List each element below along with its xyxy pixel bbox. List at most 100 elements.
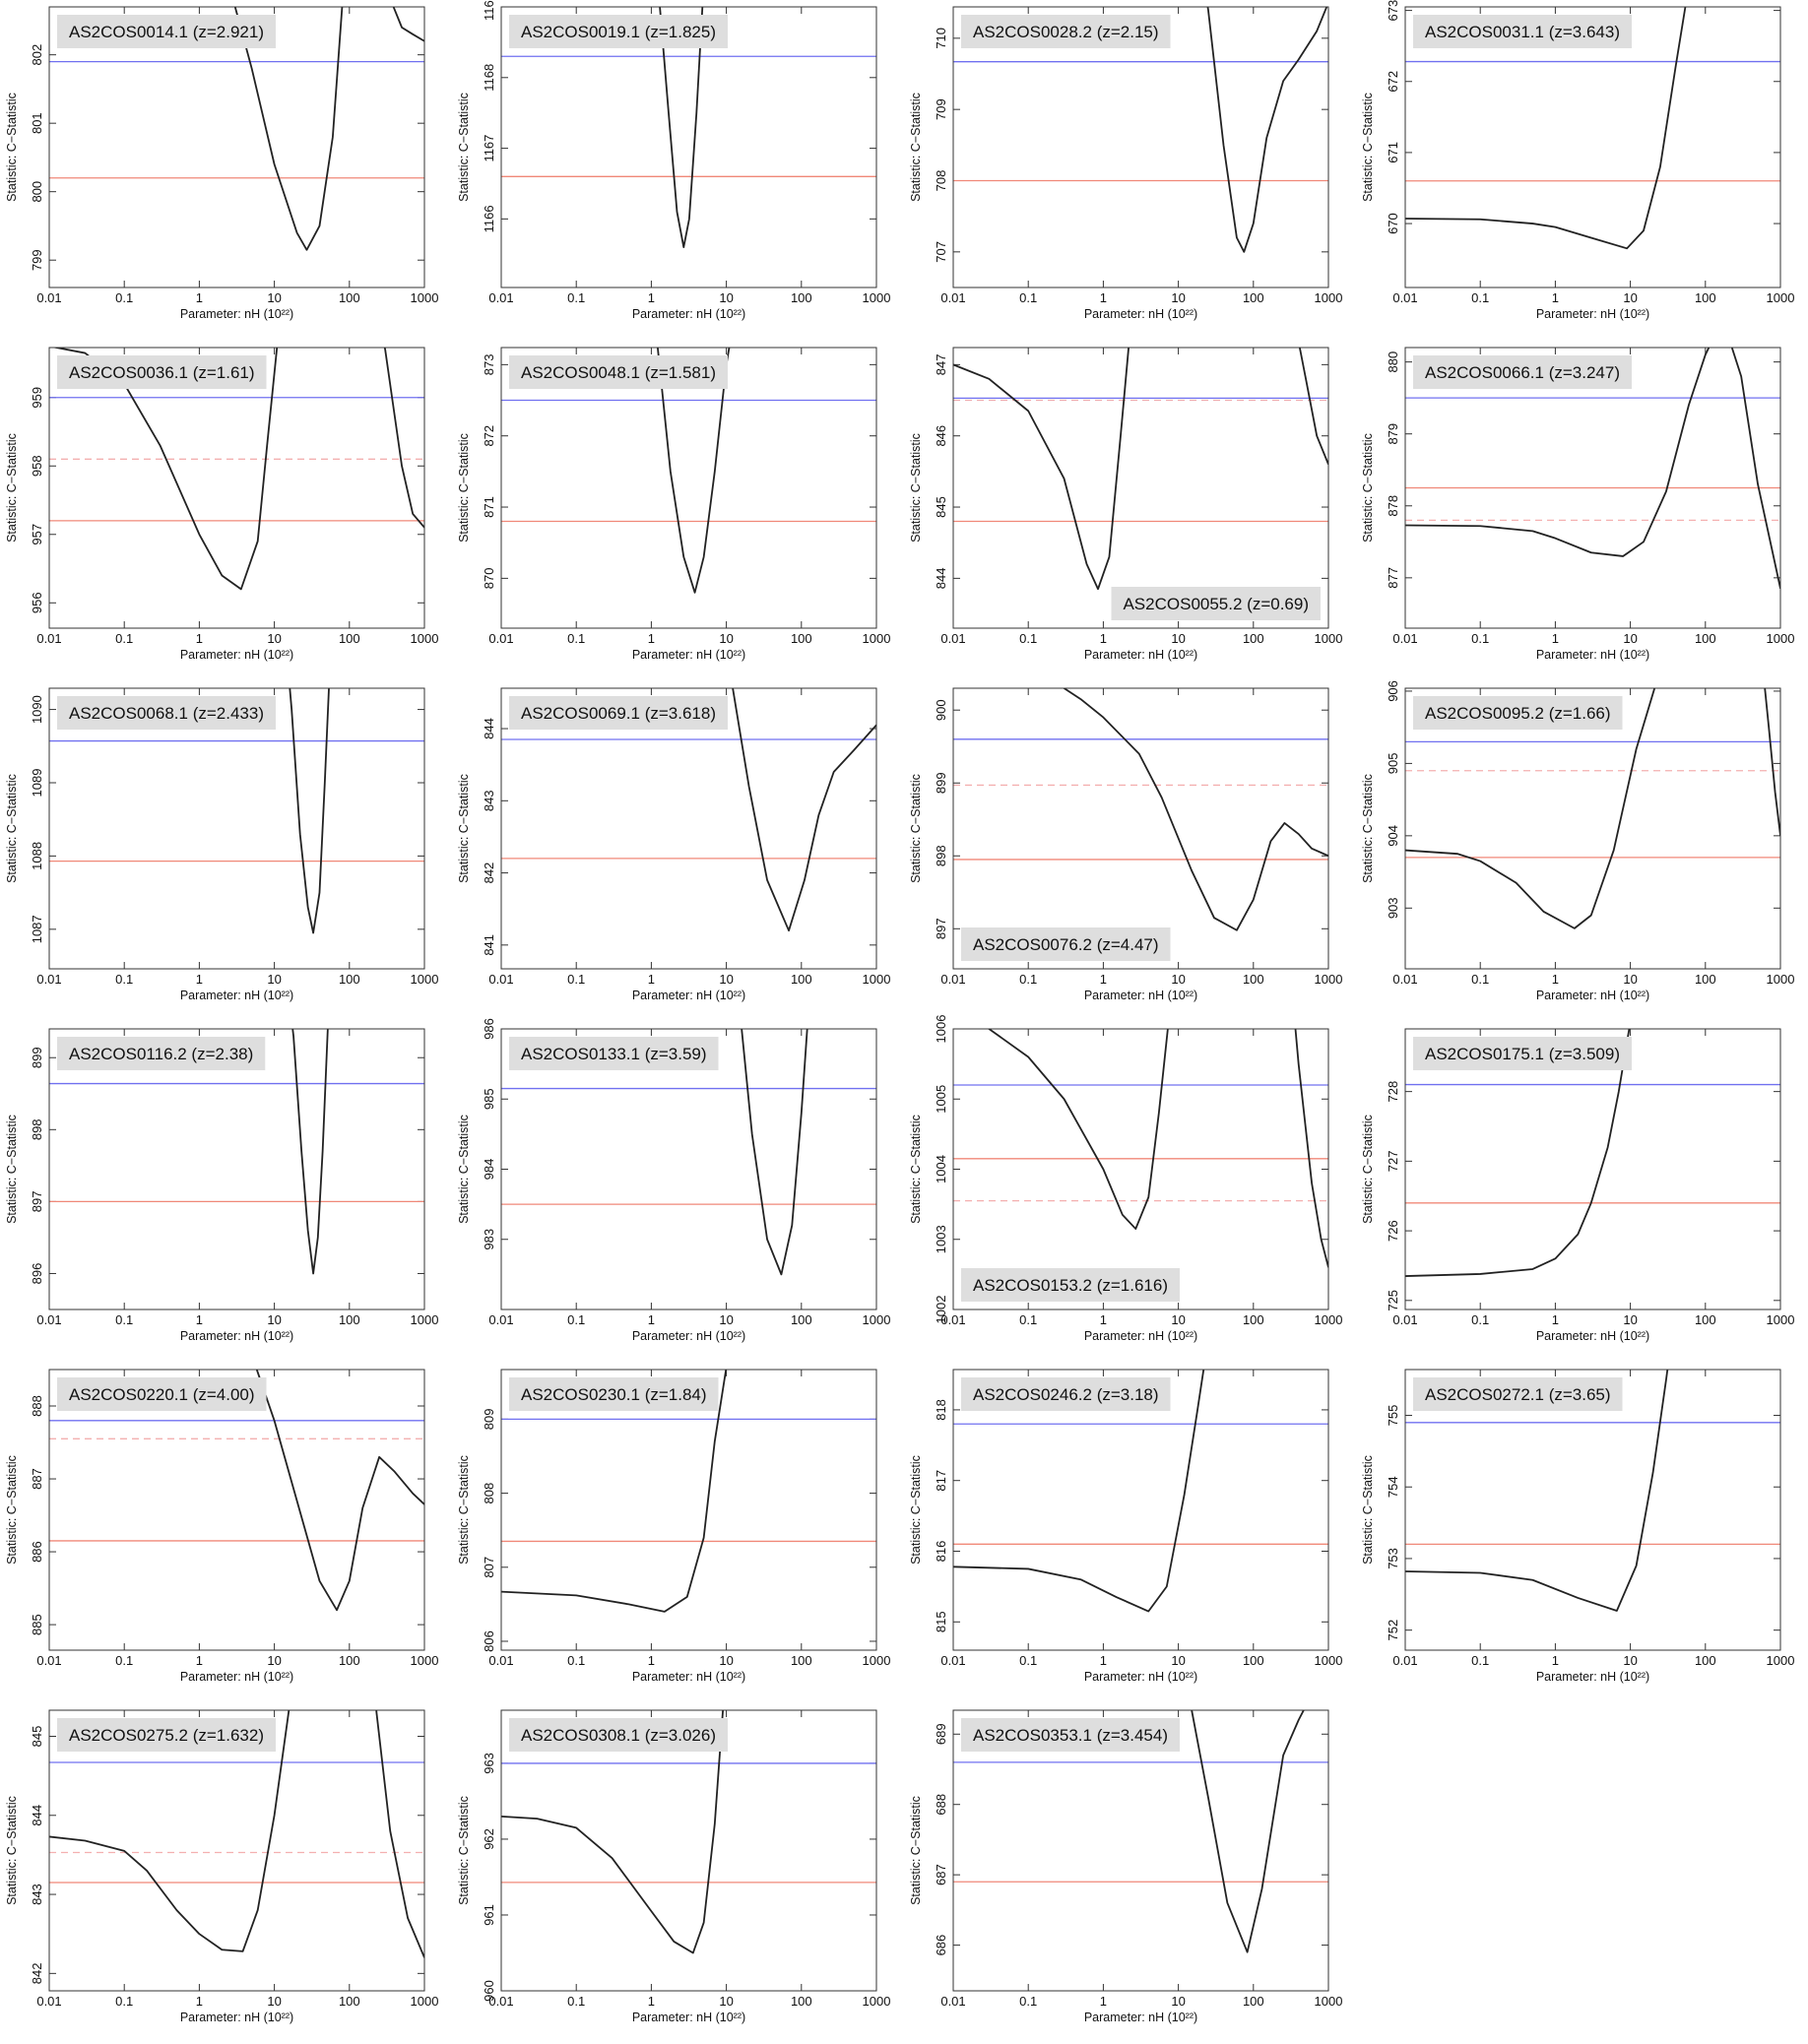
y-tick-label: 708 — [934, 170, 948, 192]
y-tick-label: 877 — [1386, 567, 1400, 589]
x-tick-label: 0.1 — [115, 1312, 133, 1327]
curve — [1405, 348, 1780, 590]
chart-title: AS2COS0069.1 (z=3.618) — [521, 704, 716, 723]
x-tick-label: 0.1 — [1019, 290, 1037, 305]
y-tick-label: 752 — [1386, 1620, 1400, 1641]
x-tick-label: 100 — [1243, 631, 1264, 646]
curve — [1191, 1710, 1305, 1953]
panel: 0.01 0.1 1 10 100 1000 897 898 899 900 Parameter: … — [909, 687, 1342, 1002]
y-axis-label: Statistic: C−Statistic — [457, 1796, 471, 1905]
x-tick-label: 100 — [791, 1994, 812, 2009]
title-box — [509, 1037, 719, 1070]
y-tick-label: 886 — [30, 1541, 44, 1563]
y-tick-label: 817 — [934, 1470, 948, 1492]
y-tick-label: 841 — [482, 934, 496, 956]
title-box — [1413, 696, 1623, 730]
title-box — [509, 15, 728, 48]
chart-title: AS2COS0076.2 (z=4.47) — [973, 935, 1159, 954]
y-tick-label: 802 — [30, 44, 44, 66]
y-tick-label: 670 — [1386, 213, 1400, 234]
panel: 0.01 0.1 1 10 100 1000 870 871 872 873 Parameter: … — [457, 347, 890, 662]
x-tick-label: 1 — [1100, 1653, 1107, 1668]
y-tick-label: 897 — [934, 918, 948, 939]
x-tick-label: 1 — [196, 1312, 203, 1327]
panel: 0.01 0.1 1 10 100 1000 1087 1088 1089 1090 Paramet… — [5, 687, 438, 1002]
x-tick-label: 1000 — [1767, 972, 1795, 987]
curve — [953, 1370, 1205, 1613]
panel: 0.01 0.1 1 10 100 1000 903 904 905 906 Parameter: … — [1361, 680, 1795, 1002]
x-tick-label: 0.01 — [36, 972, 61, 987]
x-tick-label: 10 — [267, 1653, 281, 1668]
x-tick-label: 0.01 — [36, 290, 61, 305]
y-tick-label: 961 — [482, 1904, 496, 1926]
x-tick-label: 0.01 — [940, 1994, 965, 2009]
x-tick-label: 0.01 — [488, 1312, 513, 1327]
x-tick-label: 100 — [339, 972, 360, 987]
y-axis-label: Statistic: C−Statistic — [1361, 1455, 1375, 1565]
curve — [51, 348, 424, 591]
x-tick-label: 1 — [648, 972, 655, 987]
x-tick-label: 0.1 — [1019, 631, 1037, 646]
x-axis-label: Parameter: nH (10²²) — [180, 1670, 293, 1684]
chart-title: AS2COS0175.1 (z=3.509) — [1425, 1045, 1620, 1063]
x-tick-label: 10 — [1171, 1312, 1185, 1327]
title-box — [509, 1377, 719, 1411]
x-tick-label: 10 — [719, 972, 733, 987]
y-tick-label: 958 — [30, 455, 44, 477]
y-axis-label: Statistic: C−Statistic — [909, 433, 923, 543]
x-tick-label: 100 — [1695, 1653, 1716, 1668]
y-tick-label: 725 — [1386, 1290, 1400, 1311]
title-box — [509, 1718, 728, 1752]
x-tick-label: 1000 — [1315, 631, 1343, 646]
y-tick-label: 963 — [482, 1753, 496, 1774]
x-tick-label: 0.1 — [567, 631, 585, 646]
x-tick-label: 10 — [267, 290, 281, 305]
y-tick-label: 905 — [1386, 753, 1400, 775]
x-tick-label: 10 — [1623, 972, 1637, 987]
y-tick-label: 847 — [934, 354, 948, 376]
chart-title: AS2COS0133.1 (z=3.59) — [521, 1045, 707, 1063]
x-tick-label: 1 — [648, 1994, 655, 2009]
x-tick-label: 10 — [1623, 631, 1637, 646]
x-tick-label: 0.01 — [488, 290, 513, 305]
y-tick-label: 809 — [482, 1409, 496, 1431]
plot-frame — [952, 1709, 1329, 1992]
y-tick-label: 880 — [1386, 351, 1400, 373]
x-tick-label: 0.1 — [1019, 1312, 1037, 1327]
x-tick-label: 1000 — [411, 1653, 439, 1668]
x-tick-label: 1 — [648, 1653, 655, 1668]
y-axis-label: Statistic: C−Statistic — [1361, 1115, 1375, 1224]
x-tick-label: 100 — [1695, 972, 1716, 987]
y-tick-label: 799 — [30, 249, 44, 271]
y-tick-label: 906 — [1386, 680, 1400, 702]
x-tick-label: 1 — [1100, 290, 1107, 305]
curve — [501, 1370, 728, 1613]
chart-title: AS2COS0014.1 (z=2.921) — [69, 23, 264, 41]
x-tick-label: 0.1 — [1471, 972, 1489, 987]
y-tick-label: 846 — [934, 425, 948, 447]
y-axis-label: Statistic: C−Statistic — [457, 1115, 471, 1224]
x-tick-label: 1 — [1100, 972, 1107, 987]
title-box — [961, 1377, 1171, 1411]
x-axis-label: Parameter: nH (10²²) — [1084, 989, 1197, 1002]
x-tick-label: 0.1 — [115, 1994, 133, 2009]
y-tick-label: 818 — [934, 1399, 948, 1421]
y-tick-label: 673 — [1386, 0, 1400, 21]
y-tick-label: 871 — [482, 496, 496, 518]
y-tick-label: 984 — [482, 1159, 496, 1181]
panel: 0.01 0.1 1 10 100 1000 1002 1003 1004 1005 1006 Par… — [909, 1015, 1342, 1343]
y-tick-label: 843 — [30, 1884, 44, 1905]
x-tick-label: 0.01 — [1392, 290, 1417, 305]
x-tick-label: 1000 — [863, 1653, 891, 1668]
title-box — [57, 1718, 276, 1752]
x-tick-label: 0.01 — [488, 1653, 513, 1668]
plot-frame — [48, 6, 425, 288]
x-axis-label: Parameter: nH (10²²) — [180, 1329, 293, 1343]
title-box — [961, 1718, 1180, 1752]
y-tick-label: 726 — [1386, 1220, 1400, 1242]
x-tick-label: 1 — [196, 1653, 203, 1668]
y-tick-label: 870 — [482, 568, 496, 590]
x-tick-label: 1000 — [1767, 290, 1795, 305]
panel: 0.01 0.1 1 10 100 1000 960 961 962 963 Parameter: … — [457, 1709, 890, 2024]
y-tick-label: 1003 — [934, 1225, 948, 1253]
